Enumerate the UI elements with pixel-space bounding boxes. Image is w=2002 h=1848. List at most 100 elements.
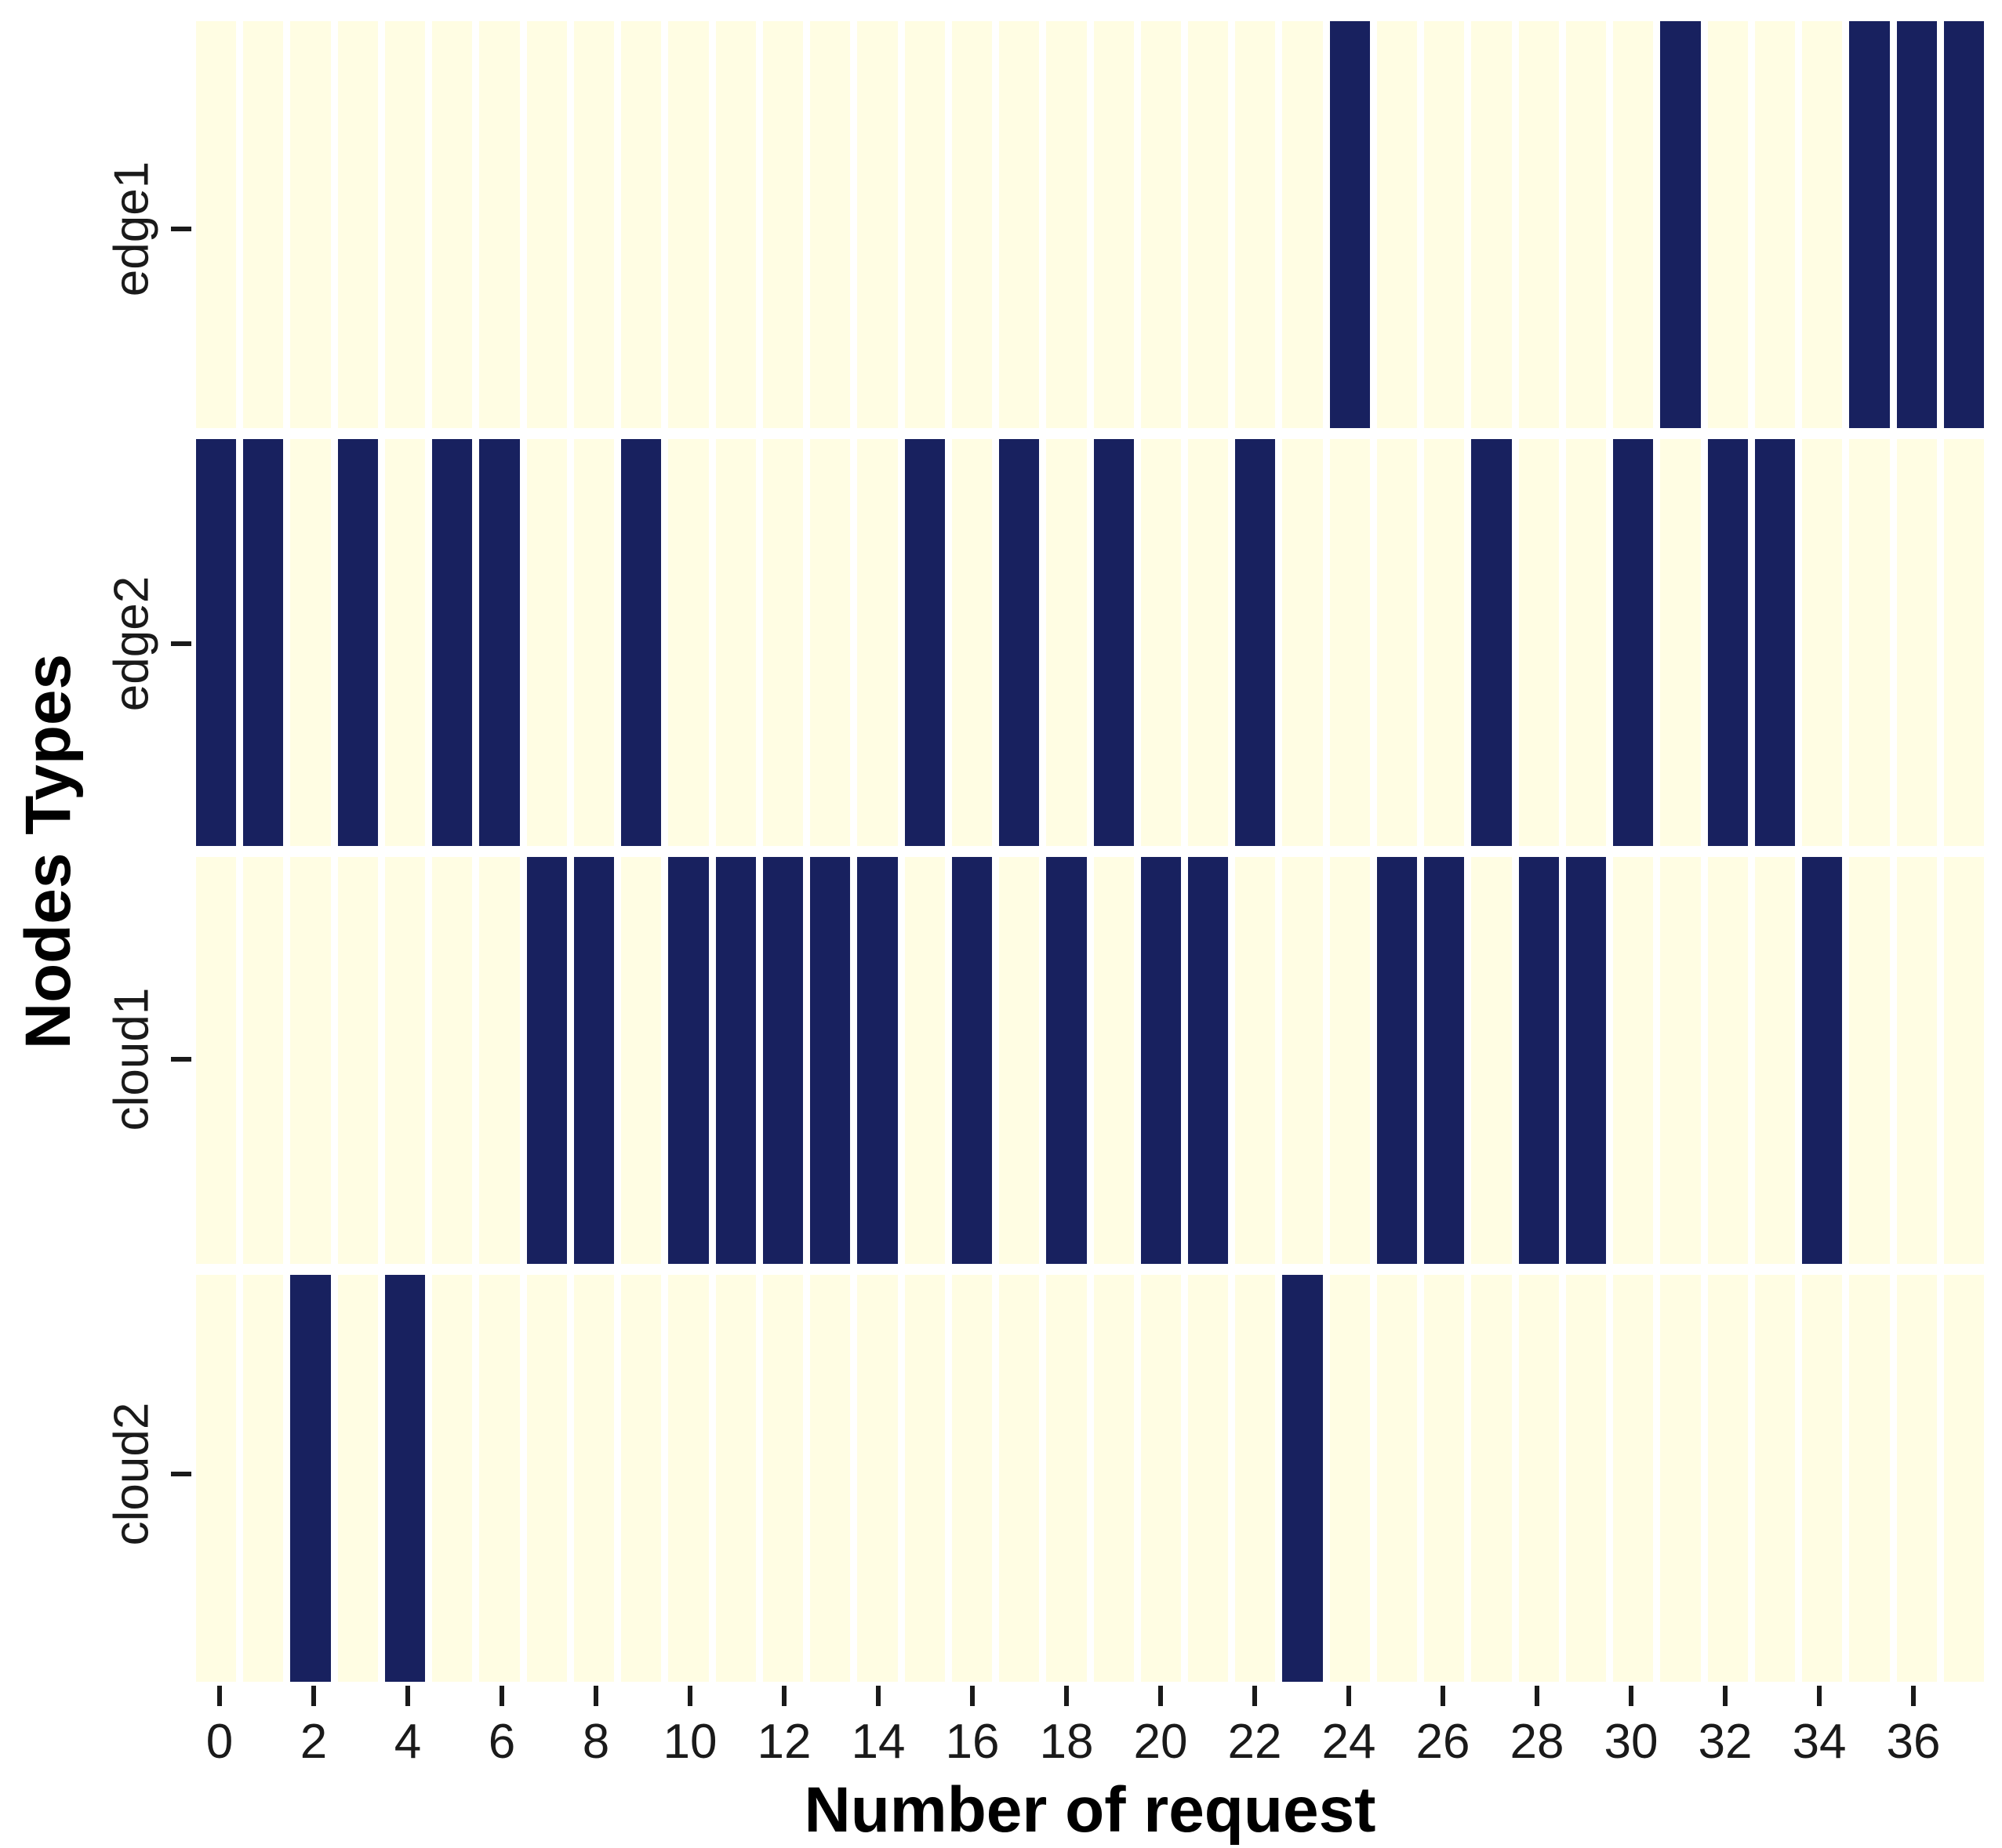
heatmap-cell — [1849, 439, 1890, 846]
heatmap-cell — [715, 439, 756, 846]
heatmap-cell — [384, 439, 426, 846]
heatmap-cell — [1046, 21, 1087, 428]
heatmap-cell — [999, 1275, 1040, 1682]
heatmap-cell — [1613, 857, 1654, 1264]
heatmap-cell — [1282, 439, 1323, 846]
heatmap-cell — [715, 857, 756, 1264]
y-axis-tick-label: edge2 — [104, 576, 159, 712]
heatmap-cell — [1235, 439, 1276, 846]
x-axis-tick-label: 14 — [851, 1715, 906, 1769]
x-axis-tick-label: 12 — [757, 1715, 812, 1769]
heatmap-cell — [1046, 439, 1087, 846]
heatmap-cell — [1140, 857, 1181, 1264]
heatmap-cell — [1802, 439, 1843, 846]
heatmap-cell — [573, 439, 615, 846]
heatmap-cell — [1754, 1275, 1796, 1682]
x-axis-tick-label: 20 — [1133, 1715, 1188, 1769]
y-axis-tick — [171, 226, 191, 231]
x-axis-tick — [1441, 1686, 1445, 1706]
heatmap-cell — [1707, 439, 1748, 846]
x-axis-tick-label: 18 — [1039, 1715, 1094, 1769]
heatmap-cell — [1424, 1275, 1465, 1682]
heatmap-cell — [621, 1275, 662, 1682]
x-axis-tick — [688, 1686, 692, 1706]
heatmap-cell — [290, 439, 331, 846]
heatmap-cell — [1849, 1275, 1890, 1682]
heatmap-cell — [1565, 1275, 1607, 1682]
heatmap-cell — [290, 857, 331, 1264]
heatmap-cell — [1376, 857, 1418, 1264]
heatmap-cell — [1565, 857, 1607, 1264]
x-axis-tick — [1252, 1686, 1257, 1706]
heatmap-cell — [1235, 857, 1276, 1264]
heatmap-cell — [1140, 439, 1181, 846]
heatmap-cell — [1518, 439, 1559, 846]
heatmap-cell — [1187, 1275, 1229, 1682]
heatmap-cell — [479, 857, 520, 1264]
heatmap-cell — [810, 857, 851, 1264]
heatmap-cell — [1424, 21, 1465, 428]
heatmap-cell — [668, 1275, 709, 1682]
heatmap-cell — [479, 439, 520, 846]
heatmap-cell — [1943, 1275, 1984, 1682]
x-axis-tick-label: 24 — [1321, 1715, 1376, 1769]
heatmap-cell — [762, 857, 804, 1264]
heatmap-cell — [243, 857, 284, 1264]
heatmap-cell — [1849, 21, 1890, 428]
heatmap-cell — [243, 1275, 284, 1682]
heatmap-cell — [810, 439, 851, 846]
heatmap-cell — [1329, 21, 1370, 428]
heatmap-cell — [1235, 1275, 1276, 1682]
heatmap-cell — [384, 21, 426, 428]
heatmap-cell — [1471, 21, 1512, 428]
heatmap-cell — [621, 21, 662, 428]
x-axis-tick — [500, 1686, 504, 1706]
heatmap-cell — [951, 857, 993, 1264]
y-axis-tick-label: cloud2 — [104, 1402, 159, 1546]
heatmap-cell — [573, 21, 615, 428]
heatmap-cell — [1849, 857, 1890, 1264]
y-axis-title: Nodes Types — [13, 653, 84, 1050]
heatmap-cell — [479, 1275, 520, 1682]
heatmap-cell — [1282, 857, 1323, 1264]
heatmap-cell — [479, 21, 520, 428]
heatmap-cell — [1613, 1275, 1654, 1682]
heatmap-cell — [1754, 439, 1796, 846]
heatmap-cell — [1707, 857, 1748, 1264]
heatmap-cell — [1754, 857, 1796, 1264]
heatmap-cell — [951, 439, 993, 846]
y-axis-tick-label: edge1 — [104, 161, 159, 296]
heatmap-cell — [1802, 1275, 1843, 1682]
heatmap-cell — [1424, 439, 1465, 846]
x-axis-tick — [217, 1686, 222, 1706]
heatmap-cell — [1093, 439, 1134, 846]
heatmap-cell — [196, 857, 237, 1264]
heatmap-cell — [1896, 857, 1937, 1264]
heatmap-cell — [526, 1275, 567, 1682]
heatmap-cell — [573, 1275, 615, 1682]
y-axis-tick — [171, 641, 191, 647]
heatmap-cell — [621, 439, 662, 846]
x-axis-tick-label: 32 — [1698, 1715, 1753, 1769]
heatmap-cell — [1613, 21, 1654, 428]
heatmap-cell — [290, 21, 331, 428]
x-axis-tick-label: 28 — [1510, 1715, 1564, 1769]
heatmap-cell — [1518, 1275, 1559, 1682]
heatmap-cell — [1376, 439, 1418, 846]
heatmap-cell — [1518, 21, 1559, 428]
heatmap-cell — [951, 1275, 993, 1682]
heatmap-cell — [196, 21, 237, 428]
heatmap-cell — [1235, 21, 1276, 428]
heatmap-cell — [1376, 1275, 1418, 1682]
x-axis-tick — [782, 1686, 787, 1706]
heatmap-cell — [999, 21, 1040, 428]
x-axis-tick-label: 22 — [1227, 1715, 1282, 1769]
x-axis-tick — [1346, 1686, 1351, 1706]
plot-area — [196, 21, 1984, 1682]
heatmap-cell — [904, 1275, 945, 1682]
heatmap-cell — [621, 857, 662, 1264]
heatmap-cell — [432, 857, 473, 1264]
heatmap-cell — [1329, 439, 1370, 846]
x-axis-tick — [1629, 1686, 1633, 1706]
heatmap-cell — [337, 1275, 378, 1682]
